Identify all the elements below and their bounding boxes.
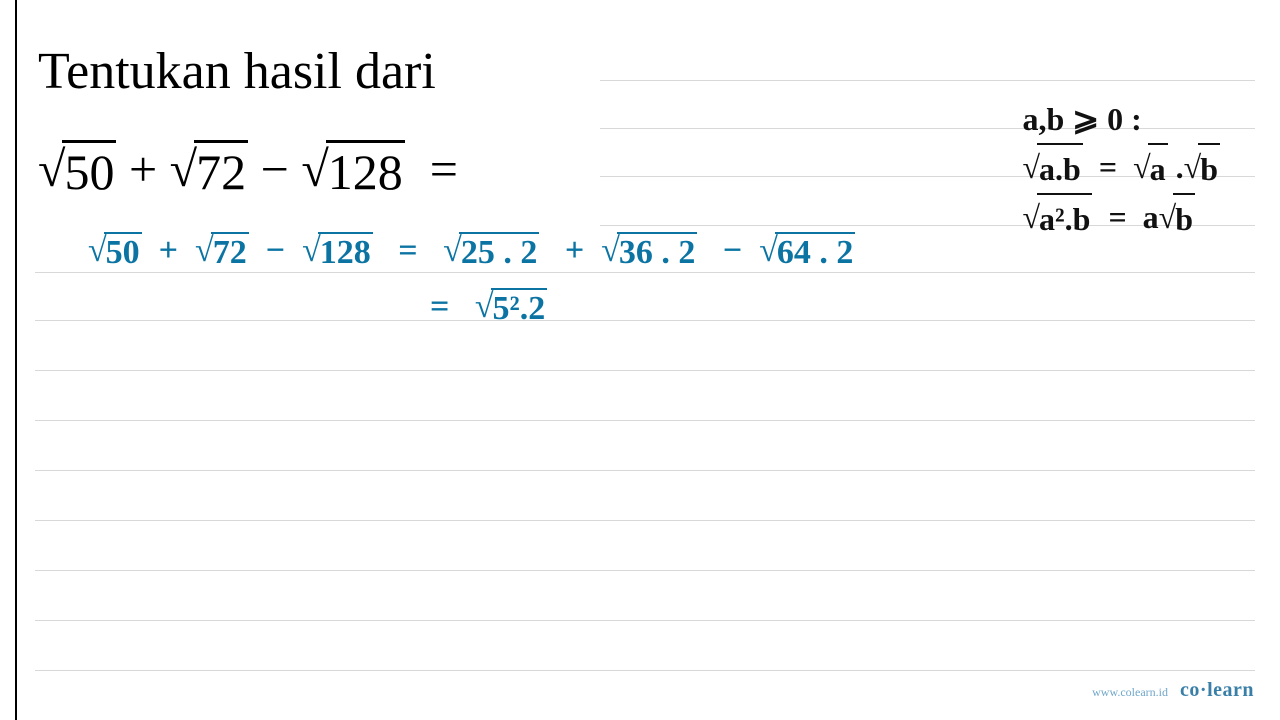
radicand: 50 bbox=[62, 140, 116, 201]
ruled-line bbox=[35, 272, 1255, 273]
footer-brand: co·learn bbox=[1180, 679, 1254, 702]
ruled-line bbox=[35, 570, 1255, 571]
op-plus: + bbox=[129, 141, 157, 197]
ruled-line bbox=[600, 80, 1255, 81]
ruled-line bbox=[35, 420, 1255, 421]
ruled-line bbox=[35, 370, 1255, 371]
equals-sign: = bbox=[430, 141, 458, 197]
ruled-line bbox=[35, 620, 1255, 621]
ruled-line bbox=[35, 320, 1255, 321]
rules-condition: a,b ⩾ 0 : bbox=[1022, 95, 1220, 143]
footer-url: www.colearn.id bbox=[1092, 685, 1168, 700]
radicand: 128 bbox=[326, 140, 405, 201]
rules-box: a,b ⩾ 0 : √a.b = √a .√b √a².b = a√b bbox=[1022, 95, 1220, 243]
footer: www.colearn.id co·learn bbox=[1092, 679, 1254, 702]
op-minus: − bbox=[261, 141, 289, 197]
problem-expression: √50 + √72 − √128 = bbox=[38, 140, 458, 201]
work-step-2: = √5².2 bbox=[430, 288, 547, 328]
ruled-line bbox=[35, 470, 1255, 471]
prompt-title: Tentukan hasil dari bbox=[38, 42, 436, 101]
radicand: 72 bbox=[194, 140, 248, 201]
rules-line-1: √a.b = √a .√b bbox=[1022, 143, 1220, 193]
ruled-line bbox=[35, 520, 1255, 521]
work-step-1: √50 + √72 − √128 = √25 . 2 + √36 . 2 − √… bbox=[88, 232, 855, 272]
rules-line-2: √a².b = a√b bbox=[1022, 193, 1220, 243]
ruled-line bbox=[35, 670, 1255, 671]
